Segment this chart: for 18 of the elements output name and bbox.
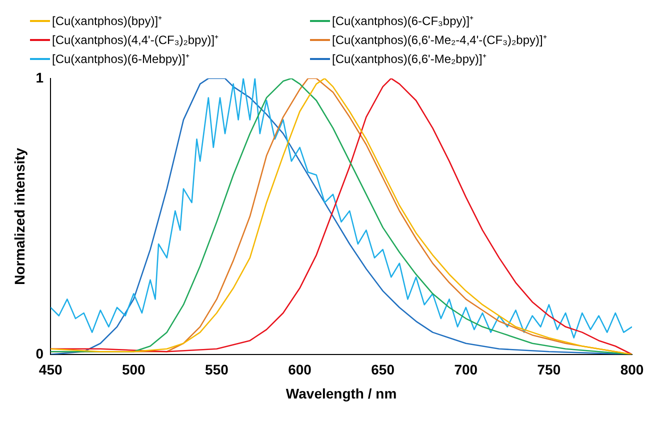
y-tick-label: 1 [36, 69, 44, 86]
x-tick-label: 500 [122, 362, 146, 378]
y-tick-label: 0 [36, 345, 44, 362]
y-axis-title: Normalized intensity [11, 148, 28, 285]
x-tick-label: 800 [620, 362, 644, 378]
x-tick-label: 700 [454, 362, 478, 378]
x-tick-label: 750 [537, 362, 561, 378]
legend-label: [Cu(xantphos)(6,6'-Me₂bpy)]⁺ [332, 51, 486, 67]
legend-label: [Cu(xantphos)(6-CF₃bpy)]⁺ [332, 13, 474, 29]
legend-label: [Cu(xantphos)(6-Mebpy)]⁺ [52, 51, 190, 67]
legend-label: [Cu(xantphos)(4,4'-(CF₃)₂bpy)]⁺ [52, 32, 219, 48]
x-tick-label: 600 [288, 362, 312, 378]
x-tick-label: 450 [38, 362, 62, 378]
x-axis-title: Wavelength / nm [286, 385, 397, 402]
x-tick-label: 650 [371, 362, 395, 378]
x-tick-label: 550 [205, 362, 229, 378]
legend-label: [Cu(xantphos)(6,6'-Me₂-4,4'-(CF₃)₂bpy)]⁺ [332, 32, 547, 48]
legend-label: [Cu(xantphos)(bpy)]⁺ [52, 13, 162, 29]
